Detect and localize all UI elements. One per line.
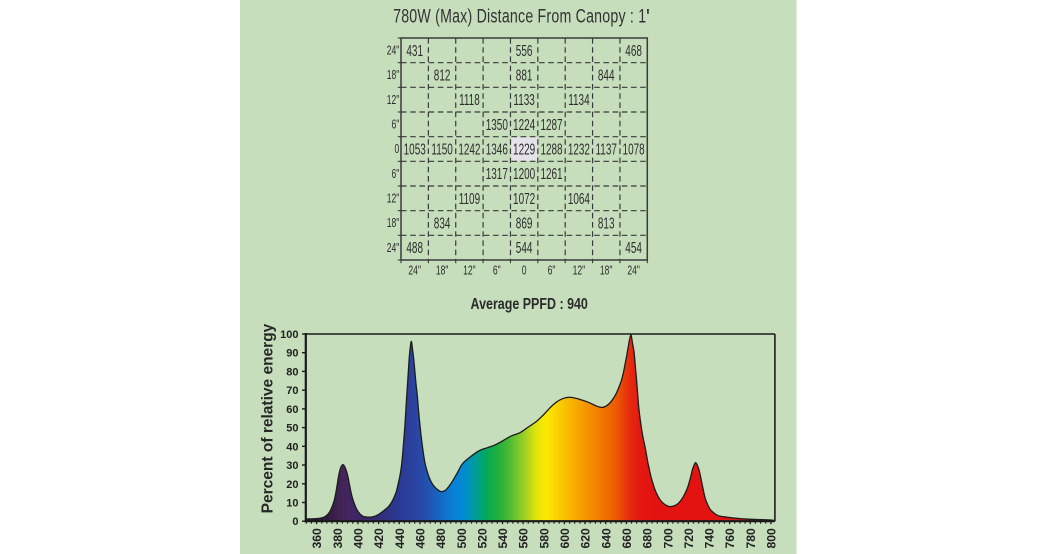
svg-text:544: 544: [516, 239, 533, 257]
svg-text:1137: 1137: [596, 140, 617, 158]
svg-text:12": 12": [387, 192, 400, 206]
svg-text:12": 12": [573, 264, 586, 278]
svg-text:1261: 1261: [540, 165, 562, 183]
svg-text:500: 500: [455, 528, 469, 549]
svg-text:60: 60: [286, 404, 298, 416]
svg-text:1317: 1317: [486, 165, 508, 183]
svg-text:6": 6": [493, 264, 501, 278]
svg-text:640: 640: [599, 528, 613, 549]
svg-text:Percent of relative energy: Percent of relative energy: [259, 323, 276, 513]
svg-text:6": 6": [548, 264, 556, 278]
svg-text:0: 0: [292, 516, 298, 528]
svg-text:881: 881: [516, 66, 533, 84]
svg-text:1242: 1242: [458, 140, 480, 158]
svg-text:18": 18": [600, 264, 613, 278]
svg-text:380: 380: [331, 528, 345, 549]
svg-text:1109: 1109: [459, 189, 480, 207]
svg-text:18": 18": [436, 264, 449, 278]
svg-text:1288: 1288: [540, 140, 562, 158]
svg-text:560: 560: [517, 528, 531, 549]
svg-text:1229: 1229: [513, 140, 535, 158]
svg-text:520: 520: [475, 528, 489, 549]
svg-text:700: 700: [661, 528, 675, 549]
svg-text:1134: 1134: [568, 91, 589, 109]
svg-text:400: 400: [352, 528, 366, 549]
svg-text:Average PPFD : 940: Average PPFD : 940: [471, 296, 588, 314]
svg-text:6": 6": [391, 118, 399, 132]
svg-text:24": 24": [387, 241, 400, 255]
svg-text:1224: 1224: [513, 115, 535, 133]
svg-text:10: 10: [286, 498, 298, 510]
svg-text:1118: 1118: [459, 91, 480, 109]
svg-text:556: 556: [516, 41, 533, 59]
svg-text:0: 0: [522, 264, 527, 278]
svg-text:0: 0: [395, 143, 400, 157]
svg-text:1232: 1232: [568, 140, 590, 158]
svg-text:1200: 1200: [513, 165, 535, 183]
svg-text:80: 80: [286, 366, 298, 378]
svg-text:468: 468: [625, 41, 642, 59]
svg-text:90: 90: [286, 348, 298, 360]
svg-text:420: 420: [372, 528, 386, 549]
svg-text:480: 480: [434, 528, 448, 549]
svg-text:1150: 1150: [431, 140, 452, 158]
svg-text:680: 680: [641, 528, 655, 549]
svg-text:30: 30: [286, 460, 298, 472]
svg-text:6": 6": [391, 167, 399, 181]
svg-text:488: 488: [406, 239, 423, 257]
svg-text:780W (Max) Distance From Canop: 780W (Max) Distance From Canopy : 1': [393, 5, 650, 27]
svg-text:18": 18": [387, 69, 400, 83]
svg-text:844: 844: [598, 66, 615, 84]
svg-text:812: 812: [434, 66, 451, 84]
svg-text:24": 24": [627, 264, 640, 278]
svg-text:40: 40: [286, 441, 298, 453]
svg-text:100: 100: [280, 329, 298, 341]
svg-text:24": 24": [387, 44, 400, 58]
svg-text:460: 460: [414, 528, 428, 549]
svg-text:454: 454: [625, 239, 642, 257]
svg-text:580: 580: [537, 528, 551, 549]
svg-text:869: 869: [516, 214, 533, 232]
svg-text:660: 660: [620, 528, 634, 549]
svg-text:24": 24": [408, 264, 421, 278]
svg-text:1287: 1287: [540, 115, 562, 133]
svg-text:620: 620: [579, 528, 593, 549]
svg-text:740: 740: [703, 528, 717, 549]
svg-text:1133: 1133: [513, 91, 534, 109]
svg-text:440: 440: [393, 528, 407, 549]
svg-text:50: 50: [286, 423, 298, 435]
svg-text:1350: 1350: [486, 115, 508, 133]
svg-text:720: 720: [682, 528, 696, 549]
svg-text:780: 780: [744, 528, 758, 549]
svg-text:20: 20: [286, 479, 298, 491]
svg-text:1078: 1078: [623, 140, 645, 158]
svg-text:834: 834: [434, 214, 451, 232]
svg-text:800: 800: [765, 528, 779, 549]
svg-text:540: 540: [496, 528, 510, 549]
svg-text:813: 813: [598, 214, 615, 232]
svg-text:360: 360: [310, 528, 324, 549]
svg-text:1053: 1053: [404, 140, 426, 158]
svg-text:12": 12": [463, 264, 476, 278]
svg-text:1346: 1346: [486, 140, 508, 158]
svg-text:18": 18": [387, 217, 400, 231]
svg-text:760: 760: [723, 528, 737, 549]
svg-text:70: 70: [286, 385, 298, 397]
svg-text:1064: 1064: [568, 189, 590, 207]
svg-text:600: 600: [558, 528, 572, 549]
svg-text:431: 431: [406, 41, 423, 59]
svg-text:1072: 1072: [513, 189, 535, 207]
svg-text:12": 12": [387, 93, 400, 107]
